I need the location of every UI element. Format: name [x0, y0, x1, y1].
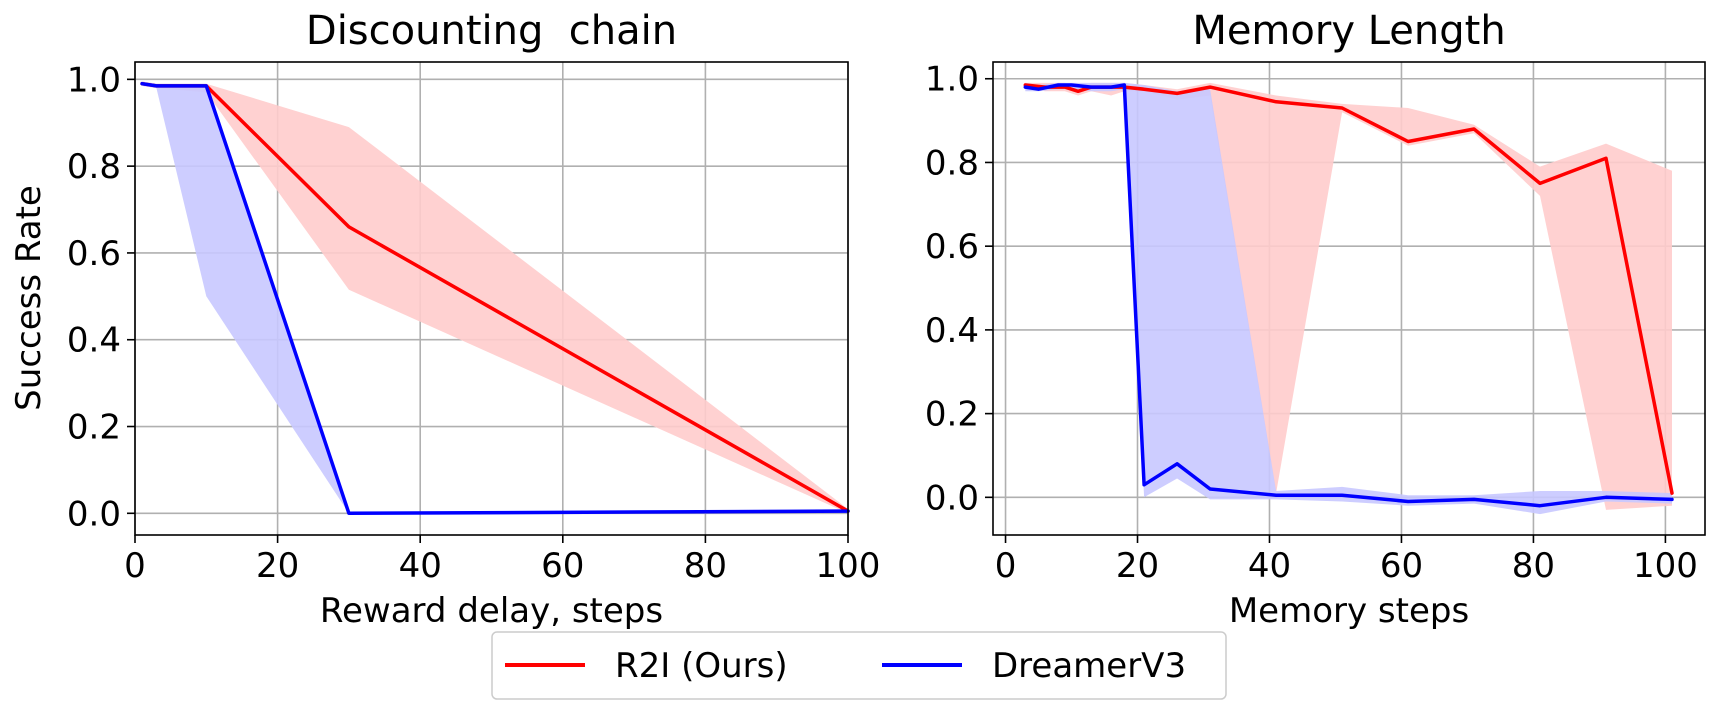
- confidence-band-dreamerv3: [1025, 82, 1672, 515]
- y-tick-label: 0.4: [925, 311, 979, 351]
- confidence-band-dreamerv3: [142, 81, 849, 514]
- x-axis-label: Memory steps: [1229, 591, 1469, 631]
- confidence-band-r2i-ours: [142, 81, 849, 514]
- x-tick-label: 0: [995, 546, 1017, 586]
- x-tick-label: 100: [816, 546, 881, 586]
- y-tick-label: 1.0: [925, 60, 979, 100]
- legend-label-r2i: R2I (Ours): [615, 646, 788, 686]
- y-tick-label: 0.2: [925, 395, 979, 435]
- series-line-dreamerv3: [140, 81, 850, 516]
- x-tick-label: 100: [1633, 546, 1698, 586]
- chart-title: Discounting chain: [306, 8, 677, 54]
- legend-label-dreamerv3: DreamerV3: [992, 646, 1186, 686]
- x-axis-label: Reward delay, steps: [320, 591, 663, 631]
- x-tick-label: 0: [124, 546, 146, 586]
- y-tick-label: 0.0: [67, 494, 121, 534]
- chart-title: Memory Length: [1192, 8, 1505, 54]
- x-tick-label: 60: [1380, 546, 1423, 586]
- y-axis-label: Success Rate: [9, 185, 49, 411]
- x-tick-label: 20: [256, 546, 299, 586]
- series-line-r2i-ours: [1023, 83, 1674, 495]
- legend-box: [491, 631, 1227, 700]
- x-tick-label: 60: [541, 546, 584, 586]
- x-tick-label: 80: [684, 546, 727, 586]
- x-tick-label: 20: [1116, 546, 1159, 586]
- y-tick-label: 0.0: [925, 478, 979, 518]
- x-tick-label: 80: [1512, 546, 1555, 586]
- panel-memory-length: 0 20 40 60 80 100 0.0 0.2 0.4 0.6 0.8 1.0 Memory Le…: [925, 8, 1706, 631]
- series-line-dreamerv3: [1023, 83, 1674, 508]
- y-tick-label: 0.8: [67, 147, 121, 187]
- y-tick-label: 0.4: [67, 321, 121, 361]
- y-tick-label: 0.8: [925, 143, 979, 183]
- y-tick-label: 1.0: [67, 60, 121, 100]
- x-tick-label: 40: [1248, 546, 1291, 586]
- confidence-band-r2i-ours: [1025, 82, 1672, 510]
- y-tick-label: 0.2: [67, 408, 121, 448]
- axes-frame: [134, 61, 849, 536]
- legend: R2I (Ours) DreamerV3: [491, 631, 1227, 700]
- axes-frame: [992, 61, 1706, 536]
- panel-discounting-chain: 0 20 40 60 80 100 0.0 0.2 0.4 0.6 0.8 1.0 Discounti…: [9, 8, 880, 631]
- y-tick-label: 0.6: [67, 234, 121, 274]
- x-tick-label: 40: [399, 546, 442, 586]
- y-tick-label: 0.6: [925, 227, 979, 267]
